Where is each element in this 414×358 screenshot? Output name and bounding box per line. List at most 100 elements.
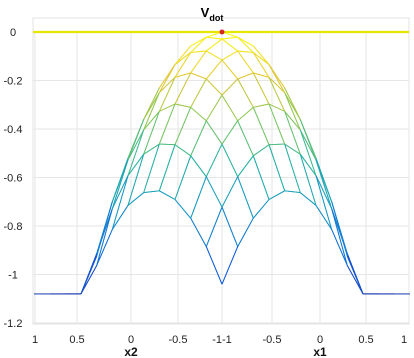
- x2-tick-label: 1: [32, 334, 38, 346]
- mesh-line: [284, 143, 301, 155]
- mesh-line: [252, 107, 270, 145]
- mesh-line: [237, 217, 254, 247]
- mesh-line: [299, 154, 317, 206]
- mesh-line: [96, 208, 113, 266]
- mesh-line: [190, 72, 207, 80]
- mesh-line: [268, 76, 286, 94]
- mesh-line: [127, 129, 145, 176]
- mesh-line: [315, 159, 333, 209]
- mesh-line: [284, 111, 301, 131]
- mesh-line: [315, 205, 333, 230]
- mesh-line: [174, 155, 192, 200]
- mesh-line: [158, 77, 176, 112]
- mesh-line: [315, 175, 333, 209]
- mesh-line: [159, 190, 176, 200]
- mesh-line: [284, 111, 301, 155]
- mesh-line: [190, 120, 207, 156]
- mesh-line: [299, 129, 317, 161]
- mesh-line: [174, 52, 192, 78]
- mesh-line: [237, 36, 254, 53]
- mesh-line: [237, 176, 254, 219]
- mesh-line: [205, 94, 223, 122]
- mesh-line: [174, 72, 192, 105]
- mesh-line: [221, 246, 239, 285]
- mesh-line: [159, 143, 176, 146]
- mesh-line: [237, 120, 254, 156]
- mesh-line: [221, 78, 239, 96]
- mesh-line: [284, 92, 301, 120]
- origin-point: [219, 29, 225, 35]
- mesh-line: [143, 143, 160, 193]
- mesh-line: [96, 208, 113, 254]
- mesh-line: [253, 144, 270, 157]
- mesh-line: [205, 59, 223, 80]
- mesh-line: [159, 103, 176, 112]
- mesh-line: [221, 50, 238, 61]
- mesh-line: [158, 103, 176, 145]
- mesh-line: [221, 120, 239, 145]
- mesh-line: [205, 143, 223, 177]
- mesh-line: [190, 217, 207, 247]
- z-tick-label: -0.4: [4, 124, 23, 136]
- mesh-line: [127, 154, 145, 206]
- mesh-line: [143, 111, 160, 155]
- mesh-line: [174, 144, 191, 157]
- mesh-line: [299, 129, 317, 176]
- mesh-line: [96, 229, 113, 266]
- mesh-line: [299, 119, 317, 161]
- mesh-line: [331, 208, 348, 266]
- mesh-line: [190, 50, 207, 74]
- mesh-line: [252, 199, 270, 219]
- x2-tick-label: 0.5: [69, 334, 84, 346]
- mesh-line: [80, 253, 98, 295]
- mesh-line: [158, 64, 176, 93]
- x1-tick-label: 0: [317, 334, 323, 346]
- mesh-line: [174, 72, 191, 78]
- mesh-line: [331, 229, 348, 266]
- mesh-line: [221, 206, 239, 247]
- z-tick-label: -0.6: [4, 173, 23, 185]
- mesh-line: [205, 206, 223, 247]
- mesh-line: [206, 50, 223, 61]
- mesh-line: [205, 246, 223, 285]
- mesh-line: [253, 52, 270, 65]
- mesh-line: [174, 199, 192, 219]
- mesh-line: [190, 155, 207, 177]
- x1-tick-label: 1: [401, 334, 407, 346]
- mesh-line: [252, 72, 270, 105]
- mesh-line: [143, 92, 160, 120]
- z-tick-label: -1.2: [4, 318, 23, 330]
- mesh-line: [299, 153, 317, 176]
- mesh-line: [221, 176, 239, 208]
- x1-axis-label: x1: [313, 345, 327, 358]
- mesh-line: [111, 205, 129, 230]
- mesh-line: [237, 106, 254, 122]
- mesh-line: [252, 155, 270, 200]
- mesh-line: [190, 36, 207, 47]
- mesh-line: [300, 192, 317, 206]
- x2-tick-label: -0.5: [169, 334, 188, 346]
- x-axis-ticks: 1 0.5 0 -0.5 -1-1 -0.5 0 0.5 1: [32, 334, 407, 346]
- mesh-line: [315, 175, 333, 230]
- mesh-line: [237, 72, 254, 80]
- mesh-line: [190, 176, 207, 219]
- mesh-line: [205, 176, 223, 208]
- mesh-line: [253, 72, 270, 78]
- x2-tick-label: 0: [128, 334, 134, 346]
- corner-tick-label: -1-1: [212, 334, 232, 346]
- surface-mesh: [34, 31, 410, 295]
- mesh-line: [346, 265, 364, 295]
- z-tick-label: -0.8: [4, 221, 23, 233]
- x1-tick-label: 0.5: [358, 334, 373, 346]
- x2-axis-label: x2: [124, 345, 138, 358]
- x1-tick-label: -0.5: [263, 334, 282, 346]
- mesh-line: [127, 192, 144, 206]
- mesh-line: [268, 64, 286, 93]
- mesh-line: [252, 45, 270, 65]
- mesh-line: [190, 36, 207, 53]
- mesh-line: [284, 143, 301, 193]
- mesh-line: [190, 50, 207, 53]
- z-tick-label: -1: [8, 270, 18, 282]
- mesh-line: [331, 208, 348, 254]
- mesh-line: [80, 265, 98, 295]
